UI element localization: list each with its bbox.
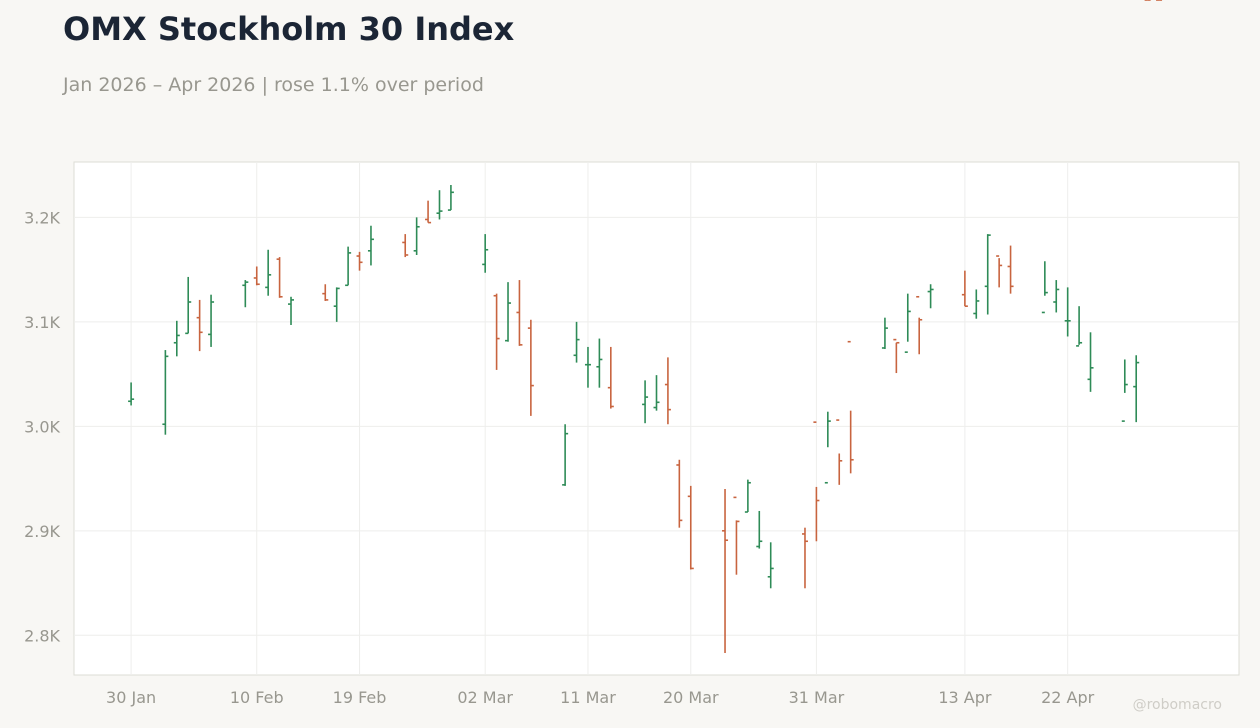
ohlc-bar [447, 184, 454, 211]
x-tick-label: 31 Mar [789, 688, 845, 707]
ohlc-bar [847, 340, 854, 474]
ohlc-bar [642, 380, 649, 424]
chart-subtitle: Jan 2026 – Apr 2026 | rose 1.1% over per… [63, 74, 484, 96]
ohlc-bar [356, 251, 363, 271]
ohlc-bar [1007, 245, 1014, 294]
ohlc-bar [482, 234, 489, 273]
x-tick-label: 30 Jan [106, 688, 156, 707]
y-tick-label: 3.1K [24, 313, 60, 332]
ohlc-bar [367, 225, 374, 266]
x-tick-labels: 30 Jan 10 Feb 19 Feb 02 Mar 11 Mar 20 Mar 31 M… [106, 688, 1095, 707]
x-tick-label: 11 Mar [560, 688, 616, 707]
y-tick-label: 2.8K [24, 626, 60, 645]
ohlc-bar [333, 287, 340, 322]
ohlc-bar [1041, 261, 1048, 314]
ohlc-bar [288, 296, 295, 325]
ohlc-bar [516, 280, 523, 346]
ohlc-bar [801, 527, 808, 589]
ohlc-bar [208, 294, 215, 347]
plot-area [73, 161, 1240, 676]
ohlc-bar [573, 321, 580, 363]
ohlc-bar [162, 350, 169, 435]
ohlc-bar [436, 190, 443, 220]
ohlc-bar [893, 338, 900, 374]
ohlc-bar [1133, 355, 1140, 423]
ohlc-bar [265, 249, 272, 296]
ohlc-bar [607, 346, 614, 409]
ohlc-bar [824, 411, 831, 484]
x-tick-label: 20 Mar [663, 688, 719, 707]
ohlc-bar [927, 284, 934, 309]
ohlc-bar [836, 419, 843, 485]
ohlc-bar [676, 459, 683, 528]
ohlc-bar [596, 338, 603, 388]
ohlc-bar [253, 266, 260, 286]
ohlc-bar [813, 421, 820, 542]
y-tick-labels: 2.8K 2.9K 3.0K 3.1K 3.2K [24, 208, 60, 645]
chart-title: OMX Stockholm 30 Index [63, 10, 515, 48]
ohlc-bar [664, 357, 671, 425]
ohlc-bar [185, 276, 192, 335]
ohlc-bar [1053, 280, 1060, 313]
ohlc-bar [973, 289, 980, 319]
ohlc-bar [1064, 287, 1071, 337]
ohlc-bar [722, 489, 729, 654]
ohlc-bar [345, 246, 352, 287]
ohlc-bar [733, 496, 740, 575]
ohlc-bar [881, 317, 888, 350]
ohlc-bar [242, 280, 249, 308]
watermark: @robomacro [1132, 697, 1222, 713]
y-tick-label: 2.9K [24, 522, 60, 541]
ohlc-bar [1087, 332, 1094, 392]
ohlc-bars [128, 0, 1163, 654]
ohlc-bar [493, 293, 500, 370]
ohlc-bar [744, 479, 751, 513]
ohlc-bar [276, 257, 283, 298]
ohlc-bar [413, 217, 420, 255]
ohlc-bar [916, 295, 923, 355]
ohlc-bar [562, 424, 569, 486]
ohlc-bar [756, 510, 763, 549]
y-tick-label: 3.2K [24, 208, 60, 227]
ohlc-bar [584, 346, 591, 388]
ohlc-bar [1076, 306, 1083, 347]
ohlc-bar [173, 320, 180, 357]
ohlc-bar [402, 234, 409, 258]
ohlc-bar [322, 284, 329, 301]
ohlc-bar [425, 200, 432, 224]
ohlc-bar [996, 255, 1003, 288]
y-tick-label: 3.0K [24, 417, 60, 436]
ohlc-bar [904, 293, 911, 353]
ohlc-bar [984, 234, 991, 315]
ohlc-bar [653, 375, 660, 411]
x-tick-label: 13 Apr [938, 688, 992, 707]
x-tick-label: 02 Mar [457, 688, 513, 707]
ohlc-bar [196, 299, 203, 352]
ohlc-bar [527, 319, 534, 416]
x-tick-label: 10 Feb [230, 688, 284, 707]
x-tick-label: 22 Apr [1041, 688, 1095, 707]
x-tick-label: 19 Feb [333, 688, 387, 707]
ohlc-bar [767, 542, 774, 589]
ohlc-bar [505, 282, 512, 342]
ohlc-bar [687, 485, 694, 570]
ohlc-bar [1121, 359, 1128, 422]
ohlc-bar [961, 270, 968, 307]
ohlc-bar [128, 382, 135, 406]
